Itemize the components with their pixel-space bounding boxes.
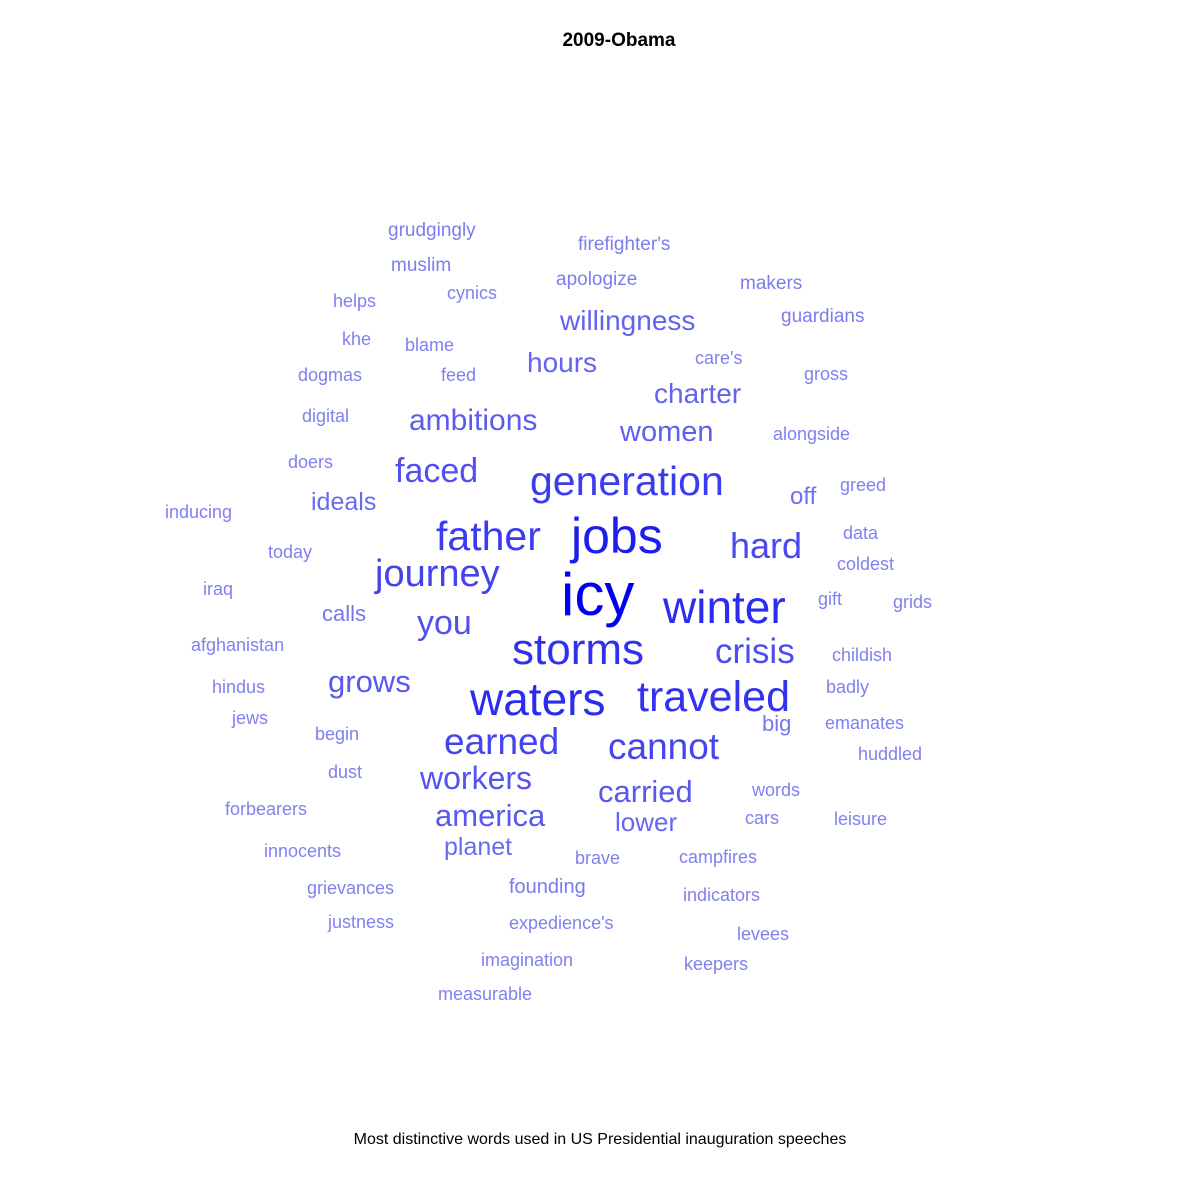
word-guardians: guardians bbox=[781, 306, 865, 327]
word-keepers: keepers bbox=[684, 954, 749, 974]
word-khe: khe bbox=[342, 329, 372, 349]
word-cynics: cynics bbox=[447, 283, 498, 303]
word-imagination: imagination bbox=[481, 950, 574, 970]
word-jobs: jobs bbox=[571, 508, 663, 564]
word-greed: greed bbox=[840, 475, 887, 495]
chart-title: 2009-Obama bbox=[562, 30, 676, 51]
word-journey: journey bbox=[375, 553, 500, 595]
word-carried: carried bbox=[598, 774, 693, 809]
word-afghanistan: afghanistan bbox=[191, 635, 285, 655]
word-workers: workers bbox=[420, 760, 533, 796]
word-data: data bbox=[843, 523, 879, 543]
word-ambitions: ambitions bbox=[409, 404, 538, 437]
word-winter: winter bbox=[663, 581, 786, 633]
word-huddled: huddled bbox=[858, 744, 923, 764]
word-makers: makers bbox=[740, 273, 803, 294]
word-badly: badly bbox=[826, 677, 870, 697]
word-feed: feed bbox=[441, 365, 477, 385]
word-america: america bbox=[435, 798, 546, 833]
word-expedience-s: expedience's bbox=[509, 913, 614, 933]
word-traveled: traveled bbox=[637, 673, 790, 721]
word-faced: faced bbox=[395, 452, 479, 490]
word-coldest: coldest bbox=[837, 554, 895, 574]
word-childish: childish bbox=[832, 645, 893, 665]
word-words: words bbox=[752, 780, 801, 800]
word-alongside: alongside bbox=[773, 424, 851, 444]
word-cannot: cannot bbox=[608, 726, 720, 767]
word-blame: blame bbox=[405, 335, 455, 355]
word-crisis: crisis bbox=[715, 632, 795, 671]
word-you: you bbox=[417, 604, 472, 642]
word-gross: gross bbox=[804, 364, 849, 384]
word-father: father bbox=[436, 513, 541, 559]
word-justness: justness bbox=[328, 912, 395, 932]
word-hindus: hindus bbox=[212, 677, 266, 697]
word-iraq: iraq bbox=[203, 579, 234, 599]
word-off: off bbox=[790, 483, 817, 510]
word-willingness: willingness bbox=[560, 305, 696, 336]
word-grids: grids bbox=[893, 592, 933, 612]
word-cars: cars bbox=[745, 808, 780, 828]
word-forbearers: forbearers bbox=[225, 799, 308, 819]
word-jews: jews bbox=[232, 708, 269, 728]
word-planet: planet bbox=[444, 833, 513, 861]
word-emanates: emanates bbox=[825, 713, 905, 733]
word-women: women bbox=[620, 416, 714, 448]
word-apologize: apologize bbox=[556, 269, 638, 290]
word-helps: helps bbox=[333, 291, 377, 311]
word-leisure: leisure bbox=[834, 809, 888, 829]
word-levees: levees bbox=[737, 924, 790, 944]
word-grows: grows bbox=[328, 664, 411, 699]
word-innocents: innocents bbox=[264, 841, 342, 861]
word-waters: waters bbox=[470, 673, 606, 725]
word-calls: calls bbox=[322, 601, 367, 626]
word-charter: charter bbox=[654, 378, 742, 409]
word-gift: gift bbox=[818, 589, 843, 609]
word-big: big bbox=[762, 711, 792, 736]
word-dust: dust bbox=[328, 762, 363, 782]
word-care-s: care's bbox=[695, 348, 743, 368]
word-founding: founding bbox=[509, 876, 586, 898]
word-grievances: grievances bbox=[307, 878, 395, 898]
word-begin: begin bbox=[315, 724, 360, 744]
word-earned: earned bbox=[444, 721, 560, 762]
word-firefighter-s: firefighter's bbox=[578, 234, 671, 255]
word-muslim: muslim bbox=[391, 255, 452, 276]
word-brave: brave bbox=[575, 848, 621, 868]
word-generation: generation bbox=[530, 458, 724, 504]
word-ideals: ideals bbox=[311, 488, 377, 516]
word-campfires: campfires bbox=[679, 847, 758, 867]
word-hard: hard bbox=[730, 525, 803, 566]
chart-caption: Most distinctive words used in US Presid… bbox=[353, 1131, 847, 1148]
word-measurable: measurable bbox=[438, 984, 533, 1004]
word-icy: icy bbox=[561, 561, 635, 628]
word-storms: storms bbox=[512, 625, 644, 674]
word-lower: lower bbox=[615, 807, 678, 837]
word-indicators: indicators bbox=[683, 885, 761, 905]
word-dogmas: dogmas bbox=[298, 365, 363, 385]
word-today: today bbox=[268, 542, 313, 562]
word-grudgingly: grudgingly bbox=[388, 220, 476, 241]
word-inducing: inducing bbox=[165, 502, 233, 522]
word-doers: doers bbox=[288, 452, 334, 472]
word-digital: digital bbox=[302, 406, 350, 426]
word-hours: hours bbox=[527, 347, 598, 378]
